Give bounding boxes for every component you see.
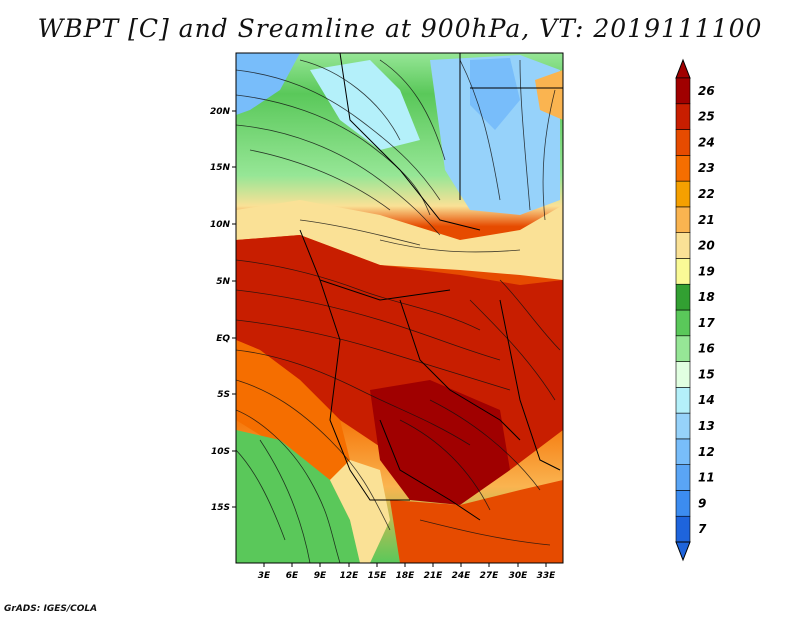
map-frame	[235, 52, 564, 564]
colorbar-swatch	[675, 180, 691, 208]
colorbar-arrow-bottom	[675, 541, 691, 562]
colorbar-swatch	[675, 258, 691, 285]
lon-tick-label: 27E	[480, 571, 500, 581]
lon-tick-label: 12E	[340, 571, 360, 581]
longitude-axis: 3E 6E 9E 12E 15E 18E 21E 24E 27E 30E 33E	[258, 563, 556, 581]
colorbar-label: 19	[698, 264, 715, 278]
colorbar-label: 20	[698, 239, 715, 253]
colorbar-label: 15	[698, 367, 715, 381]
colorbar-label: 9	[698, 496, 706, 510]
lon-tick-label: 30E	[509, 571, 529, 581]
colorbar-label: 11	[698, 471, 715, 485]
colorbar-swatch	[675, 232, 691, 259]
colorbar-swatch	[675, 361, 691, 388]
colorbar-label: 16	[698, 342, 715, 356]
colorbar-swatch	[675, 77, 691, 105]
colorbar-label: 18	[698, 290, 715, 304]
colorbar-label: 7	[698, 522, 707, 536]
colorbar-swatch	[675, 412, 691, 440]
cool-region-northwest	[236, 53, 300, 115]
lat-tick-label: 5N	[216, 277, 230, 287]
colorbar-swatch	[675, 335, 691, 362]
colorbar-swatch	[675, 438, 691, 465]
lon-tick-label: 9E	[314, 571, 327, 581]
colorbar-label: 25	[698, 110, 715, 124]
warm-region-west	[236, 340, 350, 480]
cool-region-northeast	[430, 55, 560, 215]
colorbar-label: 13	[698, 419, 715, 433]
streamlines	[236, 59, 561, 563]
colorbar-label: 24	[698, 135, 715, 149]
colorbar-swatch	[675, 490, 691, 517]
hot-region-south	[390, 480, 563, 563]
chart-title: WBPT [C] and Sreamline at 900hPa, VT: 20…	[37, 14, 763, 43]
lat-tick-label: EQ	[216, 334, 230, 344]
colorbar-swatch	[675, 283, 691, 311]
colorbar-label: 23	[698, 161, 715, 175]
latitude-axis: 20N 15N 10N 5N EQ 5S 10S 15S	[210, 107, 236, 513]
cool-region-southwest	[236, 430, 360, 563]
lat-tick-label: 15N	[210, 163, 231, 173]
colorbar-swatch	[675, 155, 691, 182]
colorbar-swatch	[675, 387, 691, 414]
colorbar-label: 21	[698, 213, 715, 227]
colorbar-label: 14	[698, 393, 715, 407]
lon-tick-label: 21E	[424, 571, 444, 581]
colorbar-label: 22	[698, 187, 715, 201]
lon-tick-label: 24E	[452, 571, 472, 581]
lat-tick-label: 20N	[210, 107, 231, 117]
mild-band-southwest	[330, 460, 390, 563]
cold-core-northeast	[470, 58, 520, 130]
colorbar-swatch	[675, 103, 691, 130]
colorbar-swatch	[675, 129, 691, 156]
colorbar-swatch	[675, 464, 691, 491]
colorbar-label: 26	[698, 84, 715, 98]
colorbar-swatch	[675, 515, 691, 543]
lat-tick-label: 15S	[211, 503, 230, 513]
colorbar-label: 17	[698, 316, 715, 330]
country-borders	[299, 53, 563, 521]
lon-tick-label: 18E	[396, 571, 416, 581]
colorbar-swatch	[675, 206, 691, 233]
colorbar-swatch	[675, 309, 691, 337]
lat-tick-label: 10S	[211, 447, 230, 457]
colorbar-arrow-top	[675, 58, 691, 79]
colorbar-label: 12	[698, 445, 715, 459]
warm-spot-northeast	[535, 70, 563, 120]
lat-tick-label: 5S	[217, 390, 230, 400]
lat-tick-label: 10N	[210, 220, 231, 230]
lon-tick-label: 6E	[286, 571, 299, 581]
lon-tick-label: 33E	[537, 571, 557, 581]
lon-tick-label: 3E	[258, 571, 271, 581]
lon-tick-label: 15E	[368, 571, 388, 581]
map-plot-area	[236, 53, 563, 563]
colorbar: 7 9 11 12 13 14 15 16 17 18 19 20 21 22 23 24 25 26	[675, 58, 715, 562]
credit-label: GrADS: IGES/COLA	[4, 604, 98, 614]
